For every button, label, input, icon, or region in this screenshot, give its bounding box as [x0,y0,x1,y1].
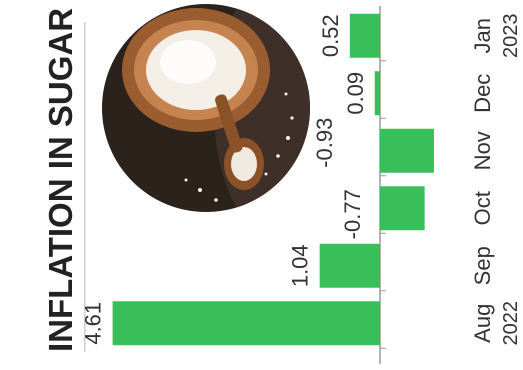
category-label-dec: Dec [470,74,495,113]
bars-group [112,13,434,346]
bar-sep [319,243,380,288]
year-label-2022: 2022 [500,301,522,346]
year-labels-group: 2022 2023 [500,14,522,346]
bar-oct [380,186,425,231]
value-label-jan: 0.52 [318,14,343,57]
value-label-nov: -0.93 [312,118,337,168]
bar-dec [374,71,380,116]
sugar-bowl-photo-icon [102,4,310,212]
title-divider [84,22,86,352]
value-labels-group: 4.61 1.04 -0.77-0.930.090.52 [81,14,368,344]
category-label-aug: Aug [470,304,495,343]
bar-nov [380,128,434,173]
value-label-aug: 4.61 [81,302,106,345]
value-label-oct: -0.77 [340,189,365,239]
chart-title: INFLATION IN SUGAR [42,8,79,352]
category-label-sep: Sep [470,246,495,285]
year-label-2023: 2023 [500,14,522,59]
value-label-sep: 1.04 [288,244,313,287]
category-tick-labels-group: Aug Sep Oct Nov Dec Jan [380,18,495,349]
bar-jan [349,13,380,58]
category-label-nov: Nov [470,131,495,170]
bar-aug [112,301,381,346]
category-label-jan: Jan [470,18,495,53]
category-label-oct: Oct [470,191,495,225]
value-label-dec: 0.09 [343,72,368,115]
